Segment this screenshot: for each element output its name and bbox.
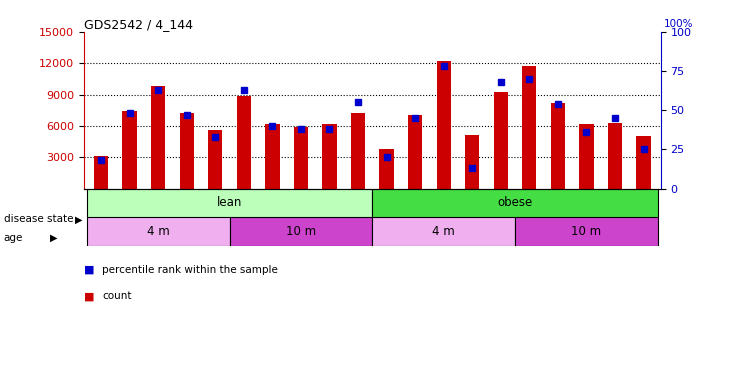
Bar xyxy=(372,189,658,217)
Bar xyxy=(493,93,508,189)
Text: ▶: ▶ xyxy=(50,233,57,243)
Text: ▶: ▶ xyxy=(75,214,82,224)
Bar xyxy=(351,113,365,189)
Bar xyxy=(265,124,280,189)
Bar xyxy=(229,217,372,246)
Bar xyxy=(465,135,480,189)
Text: 4 m: 4 m xyxy=(432,225,455,238)
Bar xyxy=(437,61,451,189)
Text: ■: ■ xyxy=(84,291,94,301)
Text: GDS2542 / 4_144: GDS2542 / 4_144 xyxy=(84,18,193,31)
Text: ■: ■ xyxy=(84,265,94,275)
Bar xyxy=(123,111,137,189)
Text: count: count xyxy=(102,291,131,301)
Text: lean: lean xyxy=(217,196,242,209)
Bar xyxy=(522,66,537,189)
Bar xyxy=(323,124,337,189)
Text: disease state: disease state xyxy=(4,214,73,224)
Bar xyxy=(550,103,565,189)
Text: 100%: 100% xyxy=(664,19,693,29)
Bar xyxy=(208,130,223,189)
Bar xyxy=(94,156,108,189)
Text: age: age xyxy=(4,233,23,243)
Bar xyxy=(372,217,515,246)
Text: 10 m: 10 m xyxy=(286,225,316,238)
Text: 10 m: 10 m xyxy=(572,225,602,238)
Bar xyxy=(408,116,422,189)
Bar xyxy=(580,124,593,189)
Text: percentile rank within the sample: percentile rank within the sample xyxy=(102,265,278,275)
Bar xyxy=(515,217,658,246)
Bar xyxy=(87,189,372,217)
Bar xyxy=(87,217,229,246)
Bar xyxy=(293,127,308,189)
Bar xyxy=(380,149,393,189)
Text: obese: obese xyxy=(497,196,533,209)
Bar xyxy=(608,123,622,189)
Bar xyxy=(151,86,165,189)
Bar xyxy=(237,96,251,189)
Bar xyxy=(637,136,650,189)
Bar xyxy=(180,113,194,189)
Text: 4 m: 4 m xyxy=(147,225,169,238)
